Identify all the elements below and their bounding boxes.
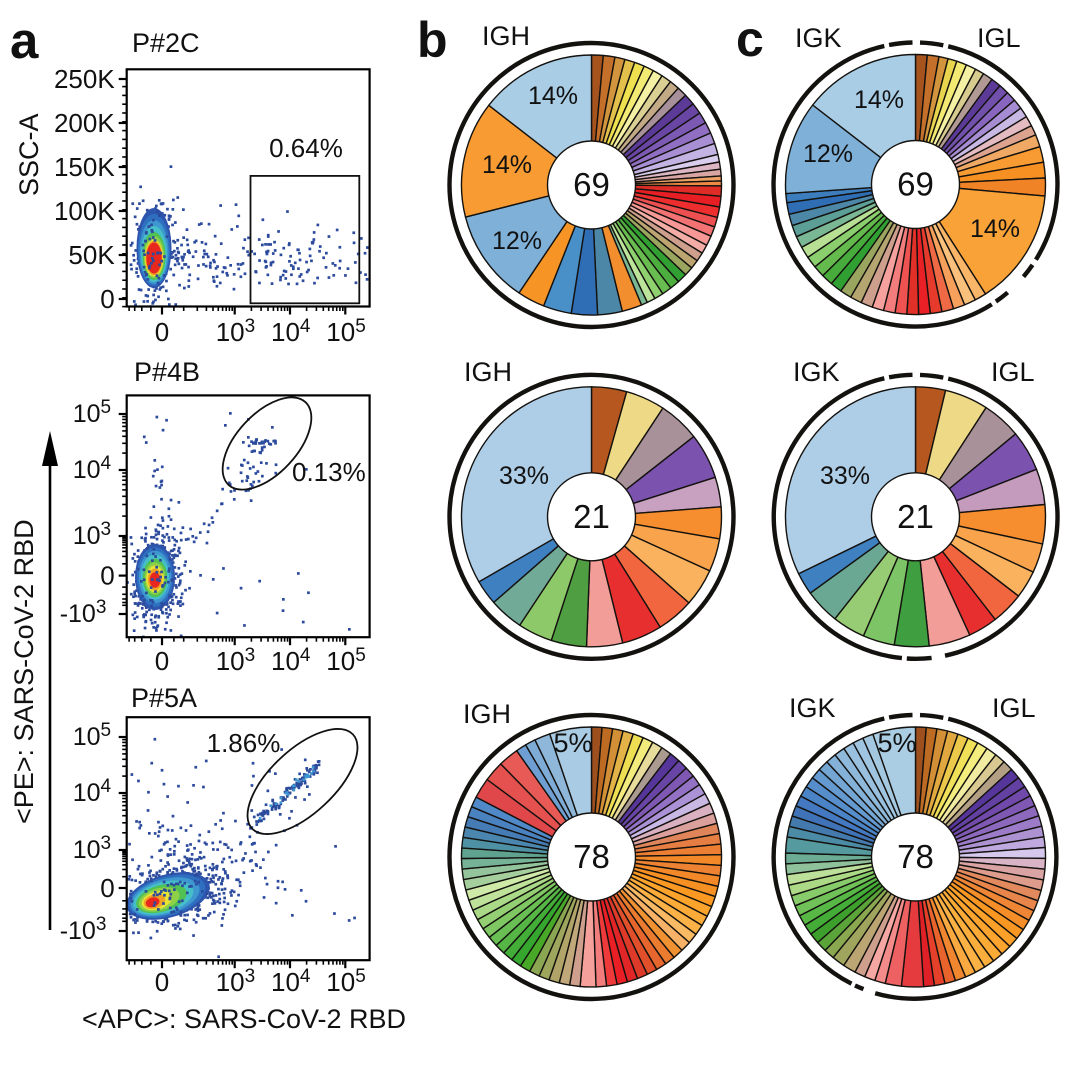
svg-text:P#4B: P#4B — [134, 357, 200, 387]
svg-text:14%: 14% — [970, 215, 1020, 243]
svg-text:5%: 5% — [877, 728, 916, 758]
svg-text:100K: 100K — [54, 196, 115, 226]
svg-text:200K: 200K — [54, 108, 115, 138]
svg-text:0: 0 — [100, 284, 114, 314]
svg-text:69: 69 — [573, 166, 610, 203]
svg-text:21: 21 — [573, 498, 610, 535]
svg-text:P#2C: P#2C — [132, 28, 200, 58]
svg-text:5%: 5% — [553, 728, 592, 758]
svg-text:IGK: IGK — [793, 357, 840, 387]
svg-text:c: c — [736, 11, 764, 67]
svg-text:IGK: IGK — [789, 693, 836, 723]
svg-text:0.13%: 0.13% — [292, 457, 366, 487]
svg-text:IGH: IGH — [482, 21, 530, 51]
svg-text:69: 69 — [897, 166, 934, 203]
svg-text:P#5A: P#5A — [131, 683, 197, 713]
svg-text:0: 0 — [155, 967, 169, 997]
svg-text:SSC-A: SSC-A — [14, 113, 44, 196]
svg-text:IGH: IGH — [464, 357, 512, 387]
svg-text:0: 0 — [155, 317, 169, 347]
svg-text:0.64%: 0.64% — [269, 133, 343, 163]
svg-text:<APC>: SARS-CoV-2 RBD: <APC>: SARS-CoV-2 RBD — [82, 1004, 406, 1034]
svg-text:12%: 12% — [803, 140, 853, 168]
svg-text:12%: 12% — [492, 227, 542, 255]
svg-text:250K: 250K — [54, 64, 115, 94]
svg-text:14%: 14% — [482, 151, 532, 179]
svg-text:IGL: IGL — [992, 693, 1036, 723]
svg-text:78: 78 — [573, 838, 610, 875]
svg-text:0: 0 — [100, 561, 114, 591]
svg-text:IGL: IGL — [991, 357, 1035, 387]
svg-text:IGH: IGH — [463, 699, 511, 729]
svg-text:33%: 33% — [499, 462, 549, 490]
svg-text:14%: 14% — [528, 82, 578, 110]
svg-text:1.86%: 1.86% — [207, 728, 281, 758]
svg-text:a: a — [10, 12, 39, 69]
svg-text:50K: 50K — [68, 240, 115, 270]
svg-text:0: 0 — [100, 873, 114, 903]
svg-text:0: 0 — [155, 646, 169, 676]
svg-text:21: 21 — [897, 498, 934, 535]
svg-text:150K: 150K — [54, 152, 115, 182]
svg-text:<PE>: SARS-CoV-2 RBD: <PE>: SARS-CoV-2 RBD — [9, 519, 39, 824]
svg-text:b: b — [417, 12, 448, 68]
svg-text:33%: 33% — [820, 462, 870, 490]
svg-text:78: 78 — [897, 838, 934, 875]
svg-text:IGL: IGL — [977, 23, 1021, 53]
svg-text:IGK: IGK — [795, 23, 842, 53]
svg-text:14%: 14% — [854, 86, 904, 114]
